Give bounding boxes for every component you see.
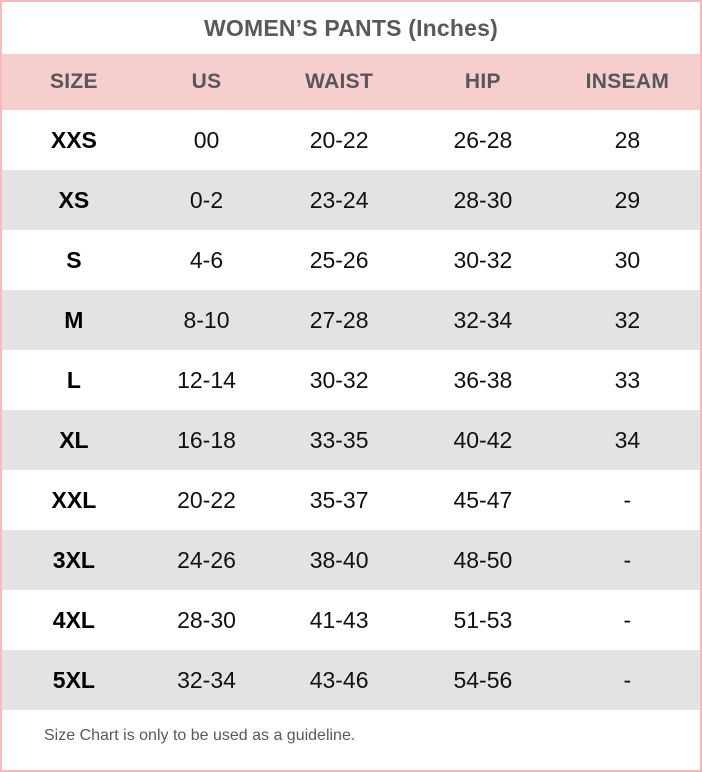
table-header-row: SIZE US WAIST HIP INSEAM xyxy=(2,54,700,110)
cell-waist: 35-37 xyxy=(309,486,369,513)
cell-us: 20-22 xyxy=(177,486,236,513)
cell-hip: 30-32 xyxy=(453,246,513,273)
table-row: XXS 00 20-22 26-28 28 xyxy=(2,110,700,170)
cell-hip: 28-30 xyxy=(453,186,513,213)
cell-hip: 40-42 xyxy=(453,426,513,453)
cell-inseam: 30 xyxy=(614,246,641,273)
cell-waist: 25-26 xyxy=(309,246,369,273)
cell-hip: 26-28 xyxy=(453,126,513,153)
cell-waist: 38-40 xyxy=(309,546,369,573)
cell-us: 28-30 xyxy=(177,606,236,633)
cell-inseam: 34 xyxy=(614,426,641,453)
cell-waist: 27-28 xyxy=(309,306,369,333)
cell-waist: 30-32 xyxy=(309,366,369,393)
column-header-us: US xyxy=(191,70,222,93)
cell-size: M xyxy=(64,306,84,333)
table-row: L 12-14 30-32 36-38 33 xyxy=(2,350,700,410)
cell-us: 16-18 xyxy=(177,426,236,453)
page-title: WOMEN’S PANTS (Inches) xyxy=(203,14,499,41)
cell-us: 24-26 xyxy=(177,546,236,573)
cell-hip: 51-53 xyxy=(453,606,513,633)
table-row: 4XL 28-30 41-43 51-53 - xyxy=(2,590,700,650)
column-header-waist: WAIST xyxy=(305,70,374,93)
table-row: M 8-10 27-28 32-34 32 xyxy=(2,290,700,350)
chart-title-bar: WOMEN’S PANTS (Inches) xyxy=(2,2,700,54)
cell-size: 5XL xyxy=(52,666,95,693)
cell-inseam: 29 xyxy=(614,186,641,213)
guideline-note: Size Chart is only to be used as a guide… xyxy=(44,727,356,744)
cell-inseam: - xyxy=(623,486,632,513)
cell-size: XXL xyxy=(51,486,97,513)
cell-inseam: - xyxy=(623,546,632,573)
cell-size: S xyxy=(66,246,82,273)
cell-inseam: 32 xyxy=(614,306,641,333)
table-row: XL 16-18 33-35 40-42 34 xyxy=(2,410,700,470)
cell-us: 0-2 xyxy=(189,186,224,213)
size-chart-table: SIZE US WAIST HIP INSEAM XXS 00 20-22 26-28… xyxy=(2,54,700,710)
table-body: XXS 00 20-22 26-28 28 XS 0-2 23-24 28-30 29 S 4-6 25… xyxy=(2,110,700,710)
cell-us: 8-10 xyxy=(183,306,230,333)
cell-hip: 45-47 xyxy=(453,486,513,513)
cell-waist: 23-24 xyxy=(309,186,369,213)
cell-waist: 43-46 xyxy=(309,666,369,693)
cell-size: L xyxy=(66,366,81,393)
column-header-hip: HIP xyxy=(464,70,501,93)
cell-hip: 36-38 xyxy=(453,366,513,393)
cell-waist: 41-43 xyxy=(309,606,369,633)
cell-inseam: - xyxy=(623,666,632,693)
cell-size: XL xyxy=(59,426,89,453)
table-row: XXL 20-22 35-37 45-47 - xyxy=(2,470,700,530)
cell-waist: 20-22 xyxy=(309,126,369,153)
cell-size: 4XL xyxy=(52,606,95,633)
column-header-inseam: INSEAM xyxy=(585,70,670,93)
cell-inseam: - xyxy=(623,606,632,633)
cell-hip: 32-34 xyxy=(453,306,513,333)
cell-hip: 48-50 xyxy=(453,546,513,573)
table-row: S 4-6 25-26 30-32 30 xyxy=(2,230,700,290)
table-row: 5XL 32-34 43-46 54-56 - xyxy=(2,650,700,710)
cell-inseam: 33 xyxy=(614,366,641,393)
cell-us: 32-34 xyxy=(177,666,236,693)
table-row: XS 0-2 23-24 28-30 29 xyxy=(2,170,700,230)
cell-inseam: 28 xyxy=(614,126,641,153)
cell-size: 3XL xyxy=(52,546,95,573)
cell-hip: 54-56 xyxy=(453,666,513,693)
table-row: 3XL 24-26 38-40 48-50 - xyxy=(2,530,700,590)
cell-us: 4-6 xyxy=(189,246,224,273)
cell-size: XXS xyxy=(50,126,97,153)
cell-waist: 33-35 xyxy=(309,426,369,453)
cell-us: 12-14 xyxy=(177,366,236,393)
column-header-size: SIZE xyxy=(49,70,98,93)
chart-footer: Size Chart is only to be used as a guide… xyxy=(2,710,700,762)
cell-us: 00 xyxy=(193,126,220,153)
cell-size: XS xyxy=(58,186,90,213)
table-header: SIZE US WAIST HIP INSEAM xyxy=(2,54,700,110)
